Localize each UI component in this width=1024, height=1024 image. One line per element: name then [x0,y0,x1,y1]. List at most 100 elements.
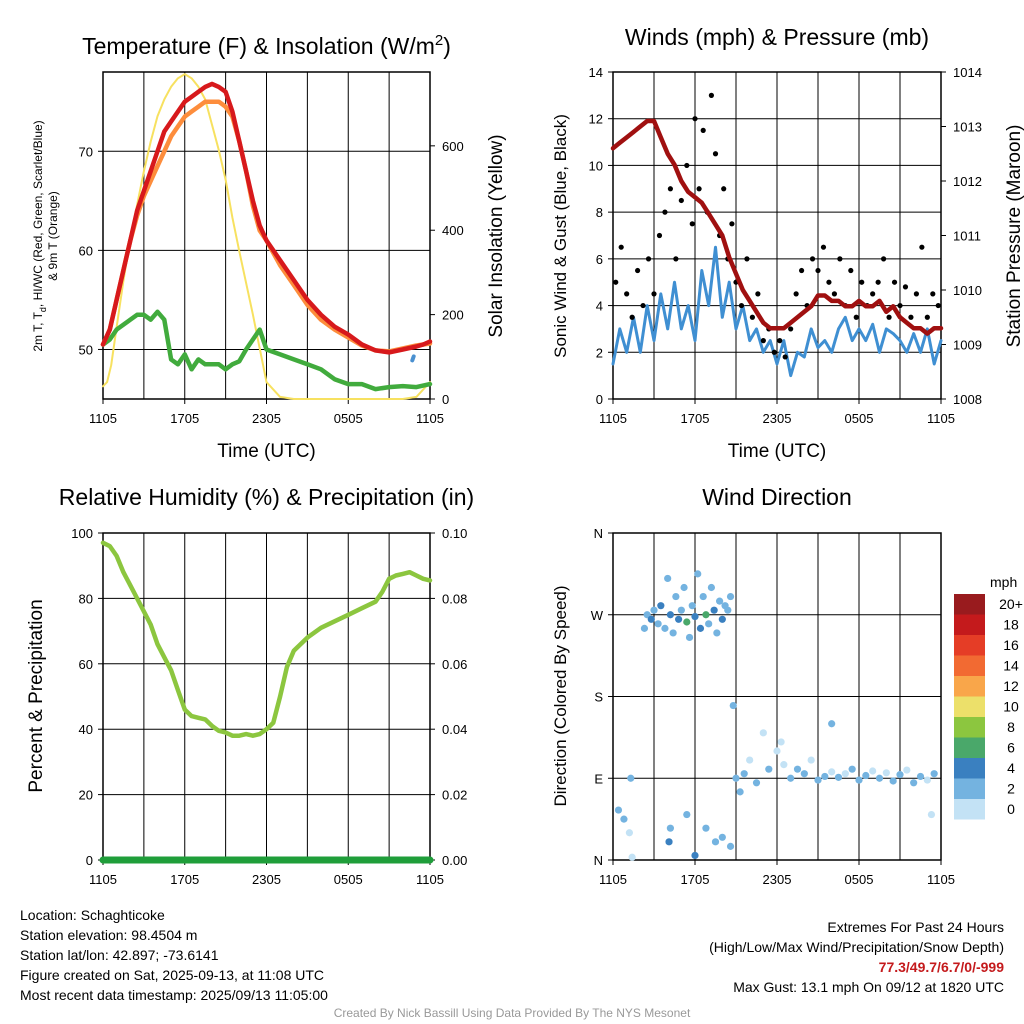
direction-point [675,615,683,623]
y-axis-label: Sonic Wind & Gust (Blue, Black) [551,114,570,358]
temperature-panel: 50 60 70 0 200 400 600 1105 1705 2305 0505 1105 Temp… [31,32,507,462]
x-tick-label: 0505 [334,872,363,887]
gust-point [760,338,766,344]
direction-point [828,768,836,776]
direction-point [718,833,726,841]
direction-point [666,611,675,619]
y2-tick-label: 0.04 [442,722,467,737]
y-tick-label: 2 [596,345,603,360]
y-tick-label: S [594,690,603,705]
gust-point [744,256,750,262]
y2-tick-label: 1008 [953,392,982,407]
legend-swatch [954,635,985,656]
legend-label: 10 [1003,699,1019,715]
y-axis-label: Percent & Precipitation [26,599,47,792]
direction-point [729,701,737,710]
gust-point [826,279,832,285]
x-tick-label: 1105 [89,411,117,426]
y-axis-label: Direction (Colored By Speed) [551,585,570,806]
gust-point [645,256,652,262]
x-tick-label: 2305 [252,872,281,887]
gust-point [913,291,920,297]
direction-point [699,592,707,601]
chart-title: Winds (mph) & Pressure (mb) [625,24,929,50]
chart-title: Relative Humidity (%) & Precipitation (i… [59,484,474,510]
y-tick-label: 50 [79,342,93,357]
y-tick-label: 20 [79,788,93,803]
gust-point [721,186,727,192]
direction-point [814,776,822,784]
gust-point [886,314,892,320]
direction-point [702,824,710,832]
direction-point [732,774,740,782]
gust-point [656,232,663,239]
direction-point [702,611,710,619]
gust-point [881,256,887,262]
y2-tick-label: 0.02 [442,788,467,803]
legend-title: mph [990,574,1017,590]
gust-point [793,291,799,297]
y-tick-label: E [594,771,603,786]
direction-point [657,602,665,610]
x-tick-label: 1705 [681,411,710,426]
gust-point [692,116,698,122]
y-tick-label: 60 [79,657,93,672]
gust-point [891,279,898,285]
y2-tick-label: 0.00 [442,853,467,868]
direction-point [672,592,680,601]
direction-point [828,720,836,728]
legend-swatch [954,717,985,738]
gust-point [771,349,777,355]
direction-point [685,633,694,642]
direction-point [752,779,761,787]
gust-point [919,244,925,250]
legend-swatch [954,758,985,779]
legend-swatch [954,676,985,697]
legend-label: 6 [1007,740,1015,756]
y2-tick-label: 1013 [953,120,982,135]
gust-point [755,291,761,297]
gust-point [799,267,805,274]
y2-tick-label: 0.10 [442,526,467,541]
y-tick-label: 0 [596,392,603,407]
x-tick-label: 0505 [845,411,874,426]
legend-swatch [954,696,985,717]
gust-point [875,279,881,285]
legend-label: 16 [1003,637,1019,653]
direction-point [669,629,677,637]
y-tick-label: 70 [79,144,93,159]
gust-point [782,354,788,360]
x-tick-label: 1105 [416,411,444,426]
direction-point [688,602,696,610]
direction-point [821,772,829,781]
direction-point [625,829,634,837]
direction-point [716,597,724,605]
y2-tick-label: 1010 [953,283,982,298]
gust-point [777,338,783,344]
y-tick-label: 60 [79,243,93,258]
gust-point [749,314,756,320]
direction-point [889,777,897,785]
direction-point [740,770,748,778]
gust-point [700,127,706,133]
extremes-subtitle: (High/Low/Max Wind/Precipitation/Snow De… [709,939,1004,955]
y2-tick-label: 1014 [953,65,982,80]
direction-point [680,583,688,592]
direction-point [896,771,904,779]
gust-point [689,221,695,227]
gust-point [708,92,715,98]
gust-point [712,151,719,157]
legend-label: 4 [1007,760,1015,776]
gust-point [613,279,619,285]
direction-point [841,770,849,778]
gust-point [837,256,843,262]
chart-title: Temperature (F) & Insolation (W/m2) [82,32,451,59]
direction-point [736,788,744,796]
y-tick-label: 80 [79,591,93,606]
extremes-values: 77.3/49.7/6.7/0/-999 [878,959,1004,975]
direction-point [773,747,781,755]
gust-point [897,302,903,309]
direction-point [614,806,623,814]
direction-point [869,767,877,775]
direction-point [765,765,773,773]
